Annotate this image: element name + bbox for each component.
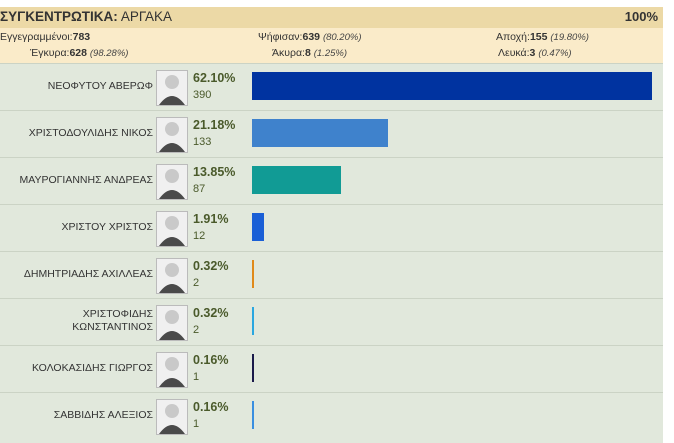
stat-registered-label: Εγγεγραμμένοι: [0, 31, 73, 43]
candidate-percent: 1.91% [193, 212, 229, 226]
vote-bar [252, 401, 254, 429]
vote-bar [252, 260, 254, 288]
candidate-name-line2: ΚΩΝΣΤΑΝΤΙΝΟΣ [72, 321, 153, 333]
person-silhouette-icon [159, 357, 185, 387]
stat-blank-pct: (0.47%) [538, 48, 572, 59]
candidate-photo [156, 211, 188, 247]
person-silhouette-icon [159, 216, 185, 246]
candidate-row[interactable]: ΧΡΙΣΤΟΦΙΔΗΣ ΚΩΝΣΤΑΝΤΙΝΟΣ 0.32% 2 [0, 298, 663, 345]
stat-invalid: Άκυρα:8 (1.25%) [272, 47, 347, 59]
stat-abstained-value: 155 [529, 31, 548, 43]
candidate-row[interactable]: ΧΡΙΣΤΟΔΟΥΛΙΔΗΣ ΝΙΚΟΣ 21.18% 133 [0, 110, 663, 157]
vote-bar [252, 307, 254, 335]
person-silhouette-icon [159, 404, 185, 434]
vote-bar-track [252, 72, 652, 100]
candidate-photo [156, 117, 188, 153]
counted-percent: 100% [624, 9, 658, 24]
candidate-percent: 0.16% [193, 353, 229, 367]
candidate-photo [156, 70, 188, 106]
candidate-row[interactable]: ΜΑΥΡΟΓΙΑΝΝΗΣ ΑΝΔΡΕΑΣ 13.85% 87 [0, 157, 663, 204]
candidate-name: ΝΕΟΦΥΤΟΥ ΑΒΕΡΩΦ [47, 80, 153, 92]
candidate-votes: 390 [193, 89, 212, 101]
candidate-percent: 62.10% [193, 71, 236, 85]
candidate-photo [156, 352, 188, 388]
candidate-name: ΜΑΥΡΟΓΙΑΝΝΗΣ ΑΝΔΡΕΑΣ [19, 174, 153, 186]
candidate-votes: 87 [193, 183, 206, 195]
stat-valid-pct: (98.28%) [89, 48, 129, 59]
person-silhouette-icon [159, 75, 185, 105]
candidate-name: ΧΡΙΣΤΟΦΙΔΗΣ ΚΩΝΣΤΑΝΤΙΝΟΣ [0, 308, 153, 334]
candidate-row[interactable]: ΧΡΙΣΤΟΥ ΧΡΙΣΤΟΣ 1.91% 12 [0, 204, 663, 251]
stat-voted-label: Ψήφισαν: [258, 31, 303, 43]
candidate-row[interactable]: ΚΟΛΟΚΑΣΙΔΗΣ ΓΙΩΡΓΟΣ 0.16% 1 [0, 345, 663, 392]
candidate-name: ΚΟΛΟΚΑΣΙΔΗΣ ΓΙΩΡΓΟΣ [31, 362, 153, 374]
stat-voted: Ψήφισαν:639 (80.20%) [258, 31, 362, 43]
vote-bar [252, 354, 254, 382]
stat-blank: Λευκά:3 (0.47%) [498, 47, 572, 59]
summary-stats: Εγγεγραμμένοι:783 Ψήφισαν:639 (80.20%) Α… [0, 28, 663, 63]
candidate-name: ΣΑΒΒΙΔΗΣ ΑΛΕΞΙΟΣ [53, 409, 153, 421]
stat-abstained: Αποχή:155 (19.80%) [496, 31, 589, 43]
stat-voted-value: 639 [302, 31, 321, 43]
candidate-photo [156, 399, 188, 435]
candidate-votes: 1 [193, 371, 200, 383]
person-silhouette-icon [159, 122, 185, 152]
candidate-votes: 133 [193, 136, 212, 148]
candidate-list: ΝΕΟΦΥΤΟΥ ΑΒΕΡΩΦ 62.10% 390 ΧΡΙΣΤΟΔΟΥΛΙΔΗ… [0, 63, 663, 443]
vote-bar [252, 213, 264, 241]
results-title-bar: ΣΥΓΚΕΝΤΡΩΤΙΚΑ: ΑΡΓΑΚΑ 100% [0, 7, 663, 28]
candidate-votes: 2 [193, 324, 200, 336]
candidate-percent: 0.16% [193, 400, 229, 414]
stat-valid-value: 628 [69, 47, 87, 59]
stat-blank-label: Λευκά: [498, 47, 530, 59]
candidate-name: ΧΡΙΣΤΟΔΟΥΛΙΔΗΣ ΝΙΚΟΣ [28, 127, 153, 139]
stat-registered: Εγγεγραμμένοι:783 [0, 31, 90, 43]
vote-bar-track [252, 213, 652, 241]
person-silhouette-icon [159, 169, 185, 199]
candidate-percent: 0.32% [193, 259, 229, 273]
stat-invalid-label: Άκυρα: [272, 47, 305, 59]
page-title: ΣΥΓΚΕΝΤΡΩΤΙΚΑ: ΑΡΓΑΚΑ [0, 9, 172, 24]
vote-bar [252, 166, 341, 194]
stat-valid: Έγκυρα:628 (98.28%) [30, 47, 128, 59]
candidate-row[interactable]: ΔΗΜΗΤΡΙΑΔΗΣ ΑΧΙΛΛΕΑΣ 0.32% 2 [0, 251, 663, 298]
candidate-percent: 0.32% [193, 306, 229, 320]
vote-bar-track [252, 260, 652, 288]
vote-bar-track [252, 354, 652, 382]
vote-bar-track [252, 119, 652, 147]
person-silhouette-icon [159, 310, 185, 340]
candidate-votes: 1 [193, 418, 200, 430]
title-place: ΑΡΓΑΚΑ [120, 9, 173, 24]
vote-bar-track [252, 166, 652, 194]
vote-bar-track [252, 307, 652, 335]
candidate-photo [156, 164, 188, 200]
candidate-votes: 2 [193, 277, 200, 289]
candidate-photo [156, 305, 188, 341]
candidate-row[interactable]: ΣΑΒΒΙΔΗΣ ΑΛΕΞΙΟΣ 0.16% 1 [0, 392, 663, 439]
title-prefix: ΣΥΓΚΕΝΤΡΩΤΙΚΑ: [0, 9, 118, 24]
vote-bar [252, 72, 652, 100]
stat-voted-pct: (80.20%) [322, 32, 362, 43]
vote-bar-track [252, 401, 652, 429]
candidate-name-line1: ΧΡΙΣΤΟΦΙΔΗΣ [82, 308, 153, 320]
candidate-votes: 12 [193, 230, 206, 242]
stat-invalid-pct: (1.25%) [313, 48, 347, 59]
stat-valid-label: Έγκυρα: [30, 47, 70, 59]
candidate-name: ΧΡΙΣΤΟΥ ΧΡΙΣΤΟΣ [61, 221, 154, 233]
candidate-percent: 21.18% [193, 118, 236, 132]
candidate-photo [156, 258, 188, 294]
stat-abstained-label: Αποχή: [496, 31, 530, 43]
candidate-name: ΔΗΜΗΤΡΙΑΔΗΣ ΑΧΙΛΛΕΑΣ [23, 268, 153, 280]
candidate-percent: 13.85% [193, 165, 236, 179]
person-silhouette-icon [159, 263, 185, 293]
stat-registered-value: 783 [72, 31, 91, 43]
stat-blank-value: 3 [529, 47, 536, 59]
vote-bar [252, 119, 388, 147]
stat-invalid-value: 8 [304, 47, 311, 59]
stat-abstained-pct: (19.80%) [550, 32, 589, 43]
candidate-row[interactable]: ΝΕΟΦΥΤΟΥ ΑΒΕΡΩΦ 62.10% 390 [0, 63, 663, 110]
